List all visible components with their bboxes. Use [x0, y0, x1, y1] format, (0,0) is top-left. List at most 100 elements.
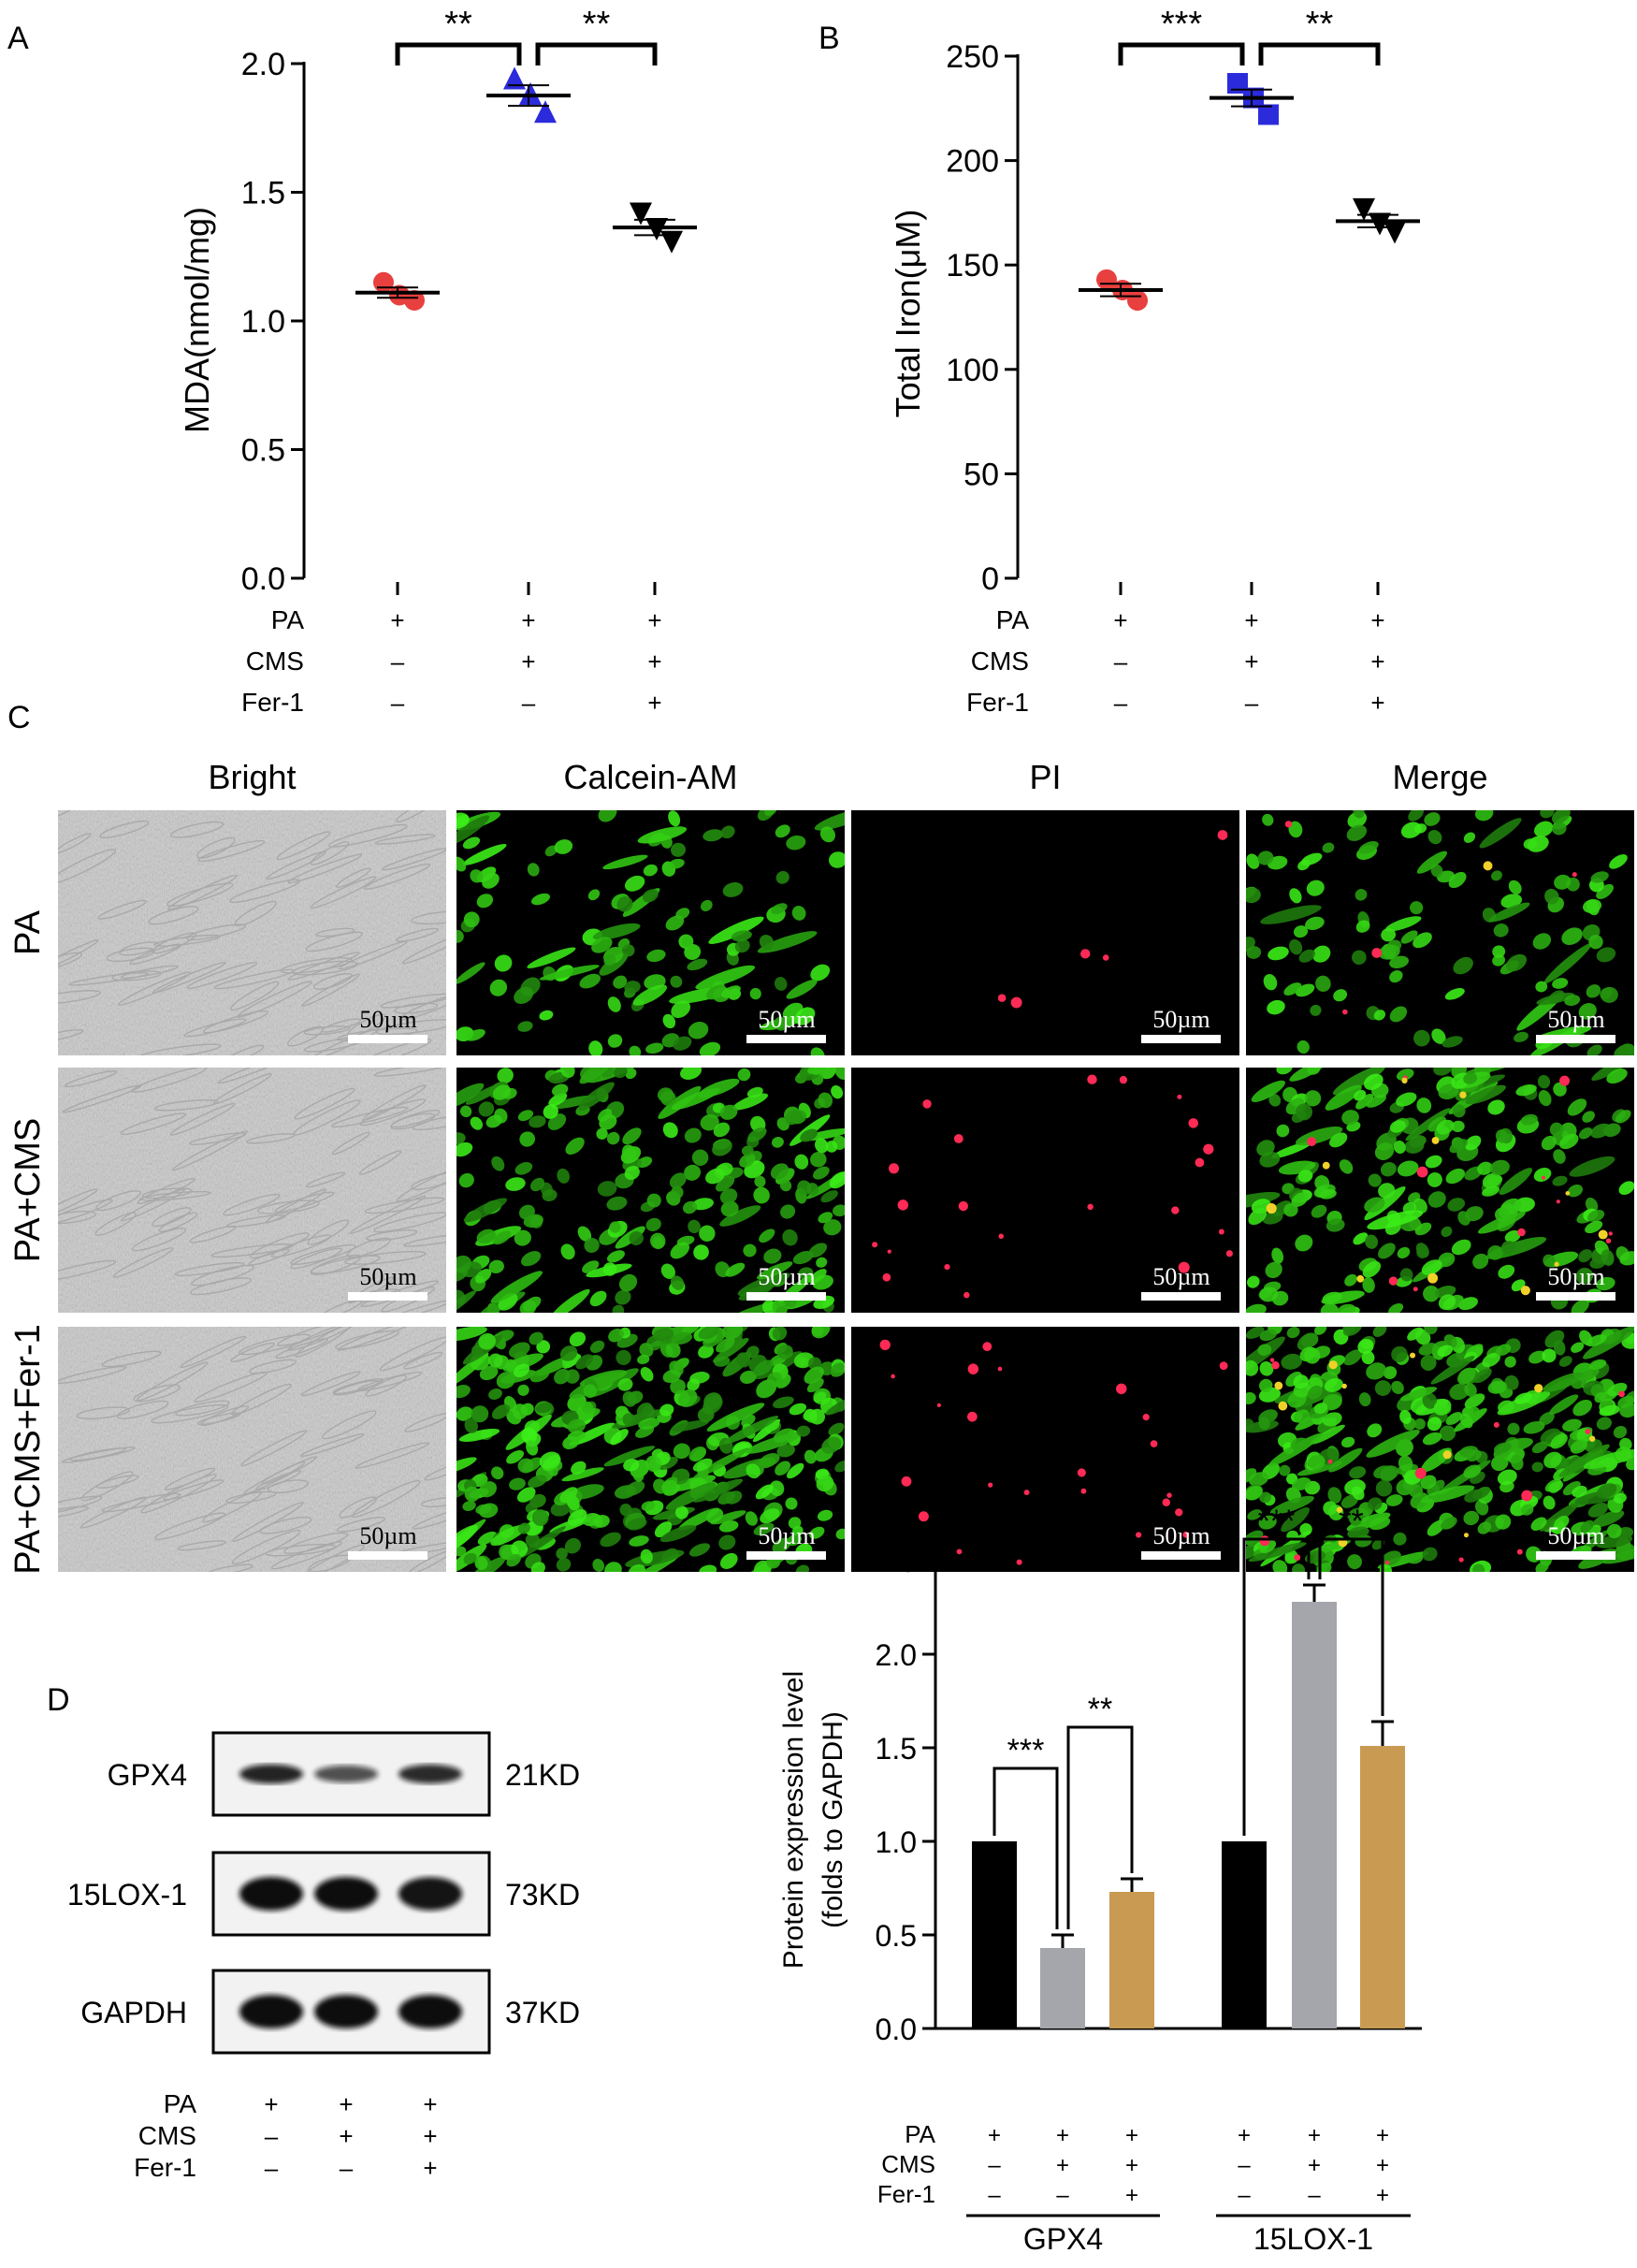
- green-cell: [810, 1047, 825, 1055]
- green-cell: [603, 954, 616, 967]
- green-cell: [1246, 1192, 1281, 1210]
- green-cell: [1427, 1191, 1446, 1208]
- green-cell: [1441, 1226, 1453, 1238]
- green-cell: [1441, 1517, 1457, 1530]
- green-cell: [818, 1068, 836, 1080]
- cell-outline: [200, 1405, 250, 1427]
- cell-outline: [230, 1383, 293, 1416]
- green-cell: [807, 1068, 830, 1075]
- green-cell: [815, 1138, 829, 1154]
- green-cell: [785, 1110, 803, 1126]
- cell-outline: [76, 1406, 131, 1420]
- green-cell: [456, 1290, 477, 1313]
- green-cell: [491, 1403, 511, 1419]
- green-cell: [1460, 1068, 1522, 1078]
- green-cell: [734, 938, 750, 953]
- green-cell: [1457, 1367, 1476, 1385]
- cell-outline: [58, 1505, 90, 1520]
- green-cell: [1422, 1547, 1438, 1562]
- cell-outline: [58, 810, 87, 825]
- red-cell: [1588, 1435, 1596, 1442]
- green-cell: [1399, 1387, 1438, 1402]
- cell-outline: [283, 1532, 349, 1554]
- green-cell: [564, 1537, 581, 1554]
- green-cell: [1564, 995, 1581, 1007]
- green-cell: [1263, 974, 1278, 991]
- category-label: 15LOX-1: [1253, 2222, 1373, 2256]
- treatment-sign: +: [1376, 2153, 1389, 2178]
- green-cell: [1400, 930, 1418, 944]
- treatment-label-pa: PA: [164, 2089, 197, 2118]
- cell-outline: [58, 938, 99, 979]
- significance-bracket: [1118, 42, 1245, 65]
- green-cell: [1570, 1439, 1587, 1454]
- green-cell: [561, 1467, 604, 1482]
- treatment-sign: +: [1370, 647, 1384, 676]
- green-cell: [671, 1331, 693, 1345]
- panel-d-y-label-2: (folds to GAPDH): [818, 1711, 848, 1928]
- green-cell: [1553, 1516, 1570, 1531]
- y-tick-label: 1.0: [241, 304, 285, 340]
- panel-a-letter: A: [7, 21, 29, 56]
- green-cell: [708, 916, 764, 944]
- green-cell: [1375, 1479, 1393, 1497]
- cell-outline: [58, 1259, 117, 1282]
- green-cell: [598, 810, 617, 822]
- green-cell: [462, 844, 507, 865]
- green-cell: [804, 1449, 817, 1464]
- red-cell: [1541, 1175, 1546, 1180]
- scale-bar: [1141, 1292, 1221, 1301]
- green-cell: [610, 1429, 629, 1446]
- treatment-sign: +: [1056, 2153, 1069, 2178]
- red-cell: [1162, 1498, 1171, 1506]
- green-cell: [775, 870, 790, 884]
- treatment-sign: +: [339, 2122, 353, 2150]
- treatment-sign: –: [988, 2183, 1001, 2208]
- green-cell: [462, 1501, 476, 1511]
- red-cell: [889, 1163, 900, 1174]
- green-cell: [1585, 1439, 1602, 1453]
- green-cell: [470, 1116, 484, 1130]
- green-cell: [1473, 1368, 1492, 1384]
- green-cell: [1281, 1353, 1303, 1370]
- green-cell: [1469, 1406, 1481, 1418]
- green-cell: [1366, 1094, 1387, 1108]
- cell-outline: [256, 1199, 320, 1214]
- green-cell: [1420, 1485, 1475, 1504]
- cell-outline: [394, 1002, 439, 1014]
- green-cell: [1500, 894, 1523, 909]
- green-cell: [614, 1068, 628, 1079]
- green-cell: [1561, 927, 1583, 945]
- blot-band: [239, 1877, 303, 1911]
- cell-outline: [186, 962, 258, 989]
- green-cell: [1410, 1492, 1429, 1509]
- green-cell: [1354, 1089, 1367, 1101]
- red-cell: [872, 1242, 878, 1248]
- green-cell: [1588, 935, 1603, 950]
- green-cell: [1506, 953, 1528, 972]
- green-cell: [1343, 1349, 1363, 1366]
- panel-c: C Bright Calcein-AM PI Merge PA PA+CMS PA+CMS+…: [7, 700, 1634, 1575]
- green-cell: [1422, 1392, 1438, 1409]
- green-cell: [456, 1406, 473, 1421]
- green-cell: [687, 1378, 700, 1391]
- green-cell: [1433, 1068, 1453, 1076]
- green-cell: [1580, 1519, 1594, 1533]
- green-cell: [1572, 1485, 1587, 1498]
- green-cell: [1530, 1517, 1547, 1531]
- green-cell: [520, 1251, 542, 1267]
- green-cell: [629, 1231, 644, 1245]
- panel-c-image-grid: Bright Calcein-AM PI Merge PA PA+CMS PA+CMS+Fe…: [8, 758, 1634, 1575]
- green-cell: [1562, 1418, 1582, 1432]
- green-cell: [1590, 1123, 1612, 1139]
- green-cell: [517, 1021, 533, 1032]
- green-cell: [1281, 1507, 1310, 1533]
- green-cell: [625, 1549, 685, 1568]
- blot-size-label: 21KD: [505, 1758, 580, 1792]
- green-cell: [1347, 1554, 1362, 1570]
- red-cell: [1463, 1533, 1469, 1538]
- green-cell: [470, 869, 484, 883]
- green-cell: [535, 1402, 554, 1414]
- green-cell: [825, 1396, 845, 1416]
